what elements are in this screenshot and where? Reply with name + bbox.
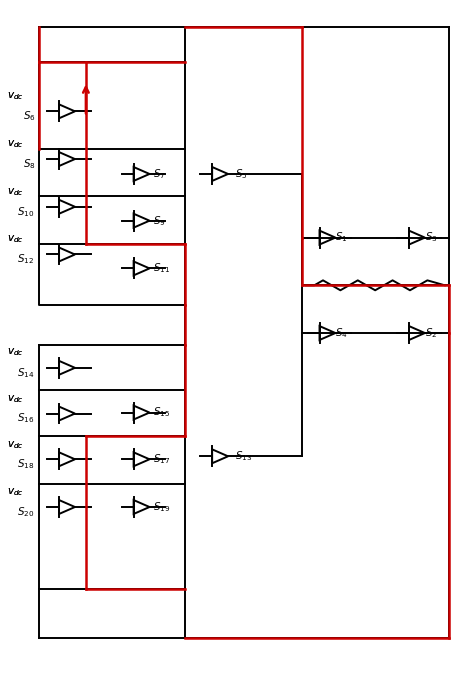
Text: $S_{14}$: $S_{14}$: [17, 366, 35, 380]
Text: $S_{15}$: $S_{15}$: [154, 406, 171, 420]
Text: $v_{dc}$: $v_{dc}$: [8, 439, 24, 452]
Text: $v_{dc}$: $v_{dc}$: [8, 91, 24, 102]
Text: $S_1$: $S_1$: [336, 231, 348, 245]
Text: $v_{dc}$: $v_{dc}$: [8, 186, 24, 198]
Text: $v_{dc}$: $v_{dc}$: [8, 439, 24, 452]
Text: $S_6$: $S_6$: [23, 110, 36, 123]
Text: $S_{19}$: $S_{19}$: [154, 500, 171, 514]
Text: $S_5$: $S_5$: [235, 167, 247, 181]
Text: $S_9$: $S_9$: [154, 214, 166, 228]
Text: $v_{dc}$: $v_{dc}$: [8, 234, 24, 245]
Text: $S_3$: $S_3$: [425, 231, 438, 245]
Text: $v_{dc}$: $v_{dc}$: [8, 186, 24, 198]
Text: $S_2$: $S_2$: [425, 326, 438, 340]
Text: $S_{20}$: $S_{20}$: [17, 505, 35, 519]
Text: $S_4$: $S_4$: [336, 326, 348, 340]
Text: $S_{11}$: $S_{11}$: [154, 262, 171, 275]
Text: $S_{12}$: $S_{12}$: [17, 253, 34, 266]
Text: $v_{dc}$: $v_{dc}$: [8, 234, 24, 245]
Text: $v_{dc}$: $v_{dc}$: [8, 486, 24, 498]
Text: $v_{dc}$: $v_{dc}$: [8, 346, 24, 358]
Text: $S_{16}$: $S_{16}$: [17, 412, 35, 425]
Text: $S_8$: $S_8$: [23, 157, 36, 171]
Text: $v_{dc}$: $v_{dc}$: [8, 486, 24, 498]
Text: $v_{dc}$: $v_{dc}$: [8, 393, 24, 404]
Text: $v_{dc}$: $v_{dc}$: [8, 139, 24, 150]
Text: $S_{10}$: $S_{10}$: [17, 205, 35, 218]
Text: $S_{17}$: $S_{17}$: [154, 452, 171, 466]
Text: $S_{13}$: $S_{13}$: [235, 450, 252, 463]
Text: $S_7$: $S_7$: [154, 167, 166, 181]
Text: $v_{dc}$: $v_{dc}$: [8, 139, 24, 150]
Text: $v_{dc}$: $v_{dc}$: [8, 393, 24, 404]
Text: $S_{18}$: $S_{18}$: [17, 458, 35, 471]
Text: $v_{dc}$: $v_{dc}$: [8, 346, 24, 358]
Text: $v_{dc}$: $v_{dc}$: [8, 91, 24, 102]
